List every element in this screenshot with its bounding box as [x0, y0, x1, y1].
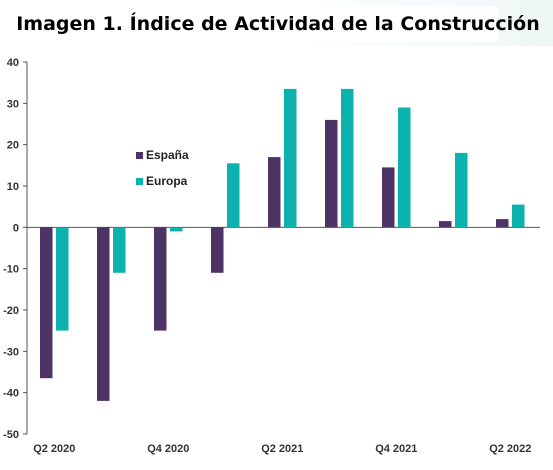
- bar-europa-q3-2021: [341, 88, 354, 228]
- bar-europa-q2-2021: [284, 88, 297, 228]
- legend-swatch-espaa: [136, 152, 143, 159]
- y-tick-label: -30: [3, 346, 19, 358]
- legend-swatch-europa: [136, 178, 143, 185]
- bar-europa-q1-2021: [227, 163, 240, 228]
- bar-espaa-q4-2021: [382, 167, 395, 228]
- bar-espaa-q3-2020: [97, 227, 110, 401]
- chart-title: Imagen 1. Índice de Actividad de la Cons…: [16, 13, 540, 35]
- y-tick-label: 20: [7, 140, 19, 152]
- bar-espaa-q2-2021: [268, 157, 281, 228]
- x-tick-label: Q4 2021: [375, 443, 417, 455]
- title-box: Imagen 1. Índice de Actividad de la Cons…: [16, 6, 540, 42]
- x-tick-label: Q4 2020: [147, 443, 189, 455]
- y-tick-label: -40: [3, 388, 19, 400]
- y-tick-label: 40: [7, 57, 19, 69]
- bar-europa-q3-2020: [113, 227, 126, 273]
- bar-europa-q2-2022: [512, 204, 525, 228]
- y-tick-label: 30: [7, 98, 19, 110]
- y-tick-label: 10: [7, 181, 19, 193]
- bar-europa-q1-2022: [455, 152, 468, 228]
- legend-label: España: [146, 148, 189, 162]
- y-tick-label: 0: [13, 222, 19, 234]
- x-tick-label: Q2 2022: [489, 443, 531, 455]
- bar-europa-q4-2020: [170, 227, 183, 232]
- bar-espaa-q2-2022: [496, 219, 509, 228]
- y-tick-label: -10: [3, 264, 19, 276]
- bar-espaa-q1-2021: [211, 227, 224, 273]
- x-tick-label: Q2 2021: [261, 443, 303, 455]
- bar-espaa-q2-2020: [40, 227, 53, 379]
- bar-europa-q2-2020: [56, 227, 69, 331]
- bar-espaa-q4-2020: [154, 227, 167, 331]
- legend-label: Europa: [146, 174, 188, 188]
- x-tick-label: Q2 2020: [33, 443, 75, 455]
- bar-espaa-q1-2022: [439, 221, 452, 228]
- y-tick-label: -20: [3, 305, 19, 317]
- bar-espaa-q3-2021: [325, 119, 338, 228]
- title-band: Imagen 1. Índice de Actividad de la Cons…: [0, 0, 553, 46]
- y-tick-label: -50: [3, 429, 19, 441]
- bar-europa-q4-2021: [398, 107, 411, 228]
